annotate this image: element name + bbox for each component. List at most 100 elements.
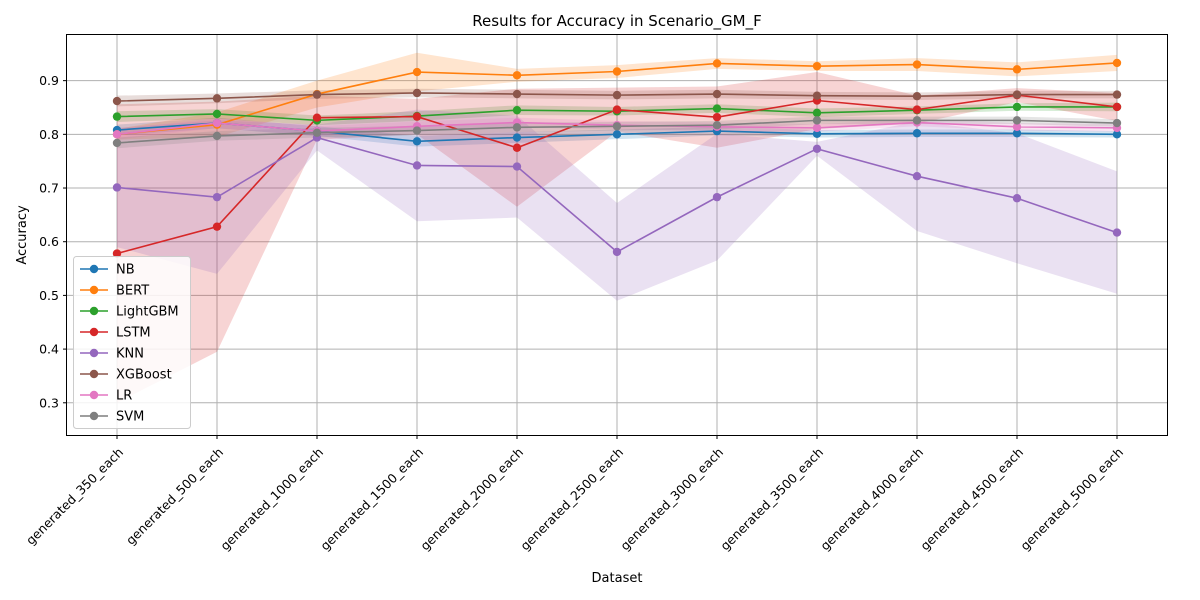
data-point-svm	[612, 122, 622, 131]
data-point-knn	[512, 162, 522, 171]
data-point-knn	[412, 161, 422, 170]
data-point-xgboost	[212, 94, 222, 103]
data-point-xgboost	[912, 92, 922, 101]
data-point-lr	[112, 130, 122, 139]
data-point-bert	[712, 59, 722, 68]
data-point-svm	[812, 116, 822, 125]
legend-box	[73, 256, 191, 429]
legend-label: LSTM	[116, 326, 151, 341]
data-point-xgboost	[512, 89, 522, 99]
data-point-xgboost	[312, 90, 322, 99]
data-point-svm	[912, 116, 922, 125]
data-point-knn	[712, 192, 722, 202]
data-point-bert	[512, 71, 522, 80]
data-point-lstm	[512, 143, 522, 152]
data-point-lightgbm	[112, 112, 122, 121]
data-point-knn	[612, 247, 622, 257]
data-point-lr	[812, 123, 822, 133]
data-point-svm	[212, 131, 222, 141]
y-axis: 0.3 0.4 0.5 0.6 0.7 0.8 0.9	[39, 73, 67, 410]
band-lstm	[117, 72, 1117, 403]
series-markers	[112, 58, 1122, 258]
data-point-svm	[1012, 116, 1022, 125]
y-tick-label: 0.5	[39, 288, 59, 303]
data-point-nb	[512, 133, 522, 142]
data-point-bert	[812, 61, 822, 71]
data-point-svm	[712, 121, 722, 130]
legend-label: LR	[116, 389, 132, 404]
data-point-xgboost	[1112, 90, 1122, 99]
legend-label: NB	[116, 263, 135, 278]
data-point-bert	[1012, 65, 1022, 74]
y-tick-label: 0.9	[39, 73, 59, 88]
legend-marker	[89, 390, 99, 400]
data-point-knn	[1012, 194, 1022, 203]
data-point-knn	[1112, 228, 1122, 237]
data-point-knn	[112, 183, 122, 192]
data-point-bert	[1112, 58, 1122, 68]
legend-label: SVM	[116, 410, 144, 425]
data-point-lightgbm	[1012, 102, 1022, 112]
data-point-nb	[912, 129, 922, 138]
data-point-lstm	[912, 105, 922, 114]
data-point-nb	[412, 137, 422, 146]
data-point-lr	[1012, 122, 1022, 132]
band-bert	[117, 52, 1117, 140]
legend-marker	[89, 369, 99, 379]
legend-marker	[89, 411, 99, 421]
data-point-nb	[812, 129, 822, 138]
data-point-svm	[112, 138, 122, 148]
data-point-xgboost	[412, 88, 422, 98]
data-point-bert	[612, 67, 622, 76]
legend-marker	[89, 327, 99, 337]
data-point-nb	[1012, 129, 1022, 138]
data-point-svm	[1112, 118, 1122, 128]
y-tick-label: 0.7	[39, 181, 59, 196]
data-point-xgboost	[712, 89, 722, 99]
data-point-xgboost	[1012, 90, 1022, 99]
y-tick-label: 0.3	[39, 395, 59, 410]
legend-label: BERT	[116, 284, 149, 299]
data-point-lightgbm	[212, 109, 222, 119]
y-tick-label: 0.6	[39, 234, 59, 249]
data-point-nb	[1112, 130, 1122, 139]
data-point-lstm	[212, 222, 222, 231]
data-point-nb	[612, 130, 622, 139]
data-point-bert	[912, 60, 922, 69]
legend-marker	[89, 285, 99, 295]
data-point-lr	[212, 118, 222, 128]
data-point-lstm	[412, 112, 422, 121]
data-point-lstm	[112, 249, 122, 258]
data-point-bert	[412, 67, 422, 77]
y-tick-label: 0.4	[39, 342, 59, 357]
data-point-lightgbm	[512, 105, 522, 115]
data-point-lightgbm	[812, 108, 822, 118]
data-point-lstm	[712, 112, 722, 122]
legend-label: KNN	[116, 347, 144, 362]
band-knn	[117, 109, 1117, 301]
data-point-lstm	[612, 105, 622, 114]
data-point-knn	[912, 172, 922, 181]
data-point-knn	[212, 192, 222, 202]
data-point-lstm	[1112, 102, 1122, 112]
y-axis-label: Accuracy	[15, 205, 30, 265]
data-point-knn	[812, 144, 822, 154]
data-point-xgboost	[112, 96, 122, 106]
x-axis-label: Dataset	[592, 571, 643, 586]
data-point-lightgbm	[712, 104, 722, 113]
y-tick-label: 0.8	[39, 127, 59, 142]
legend-marker	[89, 264, 99, 274]
data-point-svm	[412, 126, 422, 135]
chart-title: Results for Accuracy in Scenario_GM_F	[472, 12, 761, 31]
legend-label: LightGBM	[116, 305, 179, 320]
legend-marker	[89, 306, 99, 316]
data-point-svm	[512, 123, 522, 132]
legend-label: XGBoost	[116, 368, 172, 383]
data-point-xgboost	[612, 90, 622, 100]
legend-marker	[89, 348, 99, 358]
data-point-lstm	[312, 113, 322, 122]
data-point-svm	[312, 128, 322, 137]
legend: NB BERT LightGBM LSTM KNN XGBoost LR SVM	[73, 256, 191, 429]
